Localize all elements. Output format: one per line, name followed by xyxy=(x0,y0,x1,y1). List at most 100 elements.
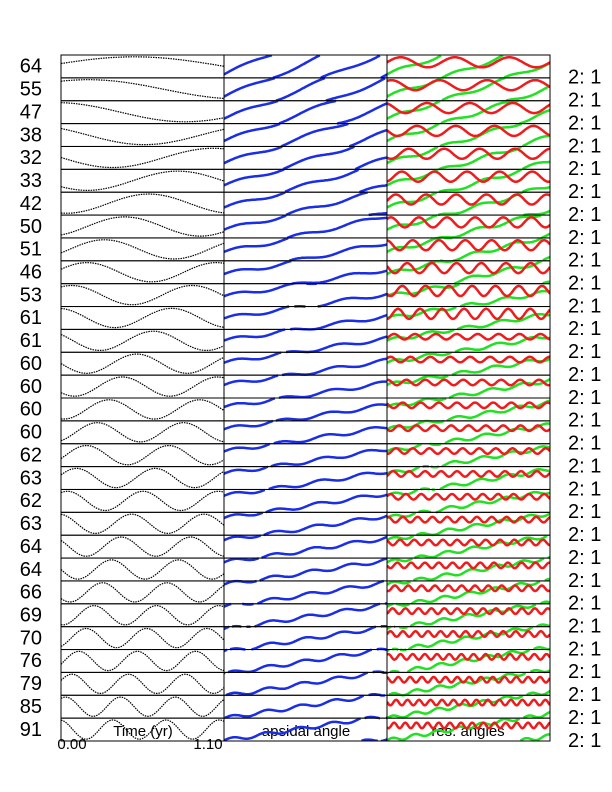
panel-frame xyxy=(60,260,225,285)
resonance-label: 2: 1 xyxy=(568,318,601,340)
angle-curve xyxy=(387,374,550,400)
panel-frame xyxy=(386,717,551,742)
angle-curve xyxy=(387,694,550,719)
angle-curve xyxy=(224,191,387,217)
orbit-curve xyxy=(61,147,224,169)
orbit-curve xyxy=(61,239,224,260)
resonant-curve xyxy=(387,538,550,547)
resonance-label: 2: 1 xyxy=(568,158,601,180)
resonance-label: 2: 1 xyxy=(568,67,601,89)
angle-curve xyxy=(224,168,387,194)
panel-frame xyxy=(60,351,225,376)
panel-frame xyxy=(60,466,225,490)
resonance-label: 2: 1 xyxy=(568,387,601,409)
angle-curve xyxy=(224,671,387,697)
angle-curve xyxy=(387,625,550,651)
panel-frame xyxy=(60,420,225,445)
resonance-label: 2: 1 xyxy=(568,478,601,500)
resonant-curve xyxy=(387,401,550,410)
resonance-label: 2: 1 xyxy=(568,730,601,752)
resonant-curve xyxy=(387,355,550,364)
row-label: 85 xyxy=(20,696,42,718)
resonant-curve xyxy=(387,652,550,661)
panel-frame xyxy=(60,443,225,468)
resonance-label: 2: 1 xyxy=(568,90,601,112)
resonant-curve xyxy=(387,193,550,206)
orbit-curve xyxy=(61,56,224,67)
row-label: 60 xyxy=(20,399,42,421)
resonant-curve xyxy=(387,561,550,570)
angle-curve xyxy=(224,55,387,79)
angle-curve xyxy=(387,580,550,605)
panel-frame xyxy=(60,77,225,102)
resonant-curve xyxy=(387,332,550,341)
row-label: 64 xyxy=(20,536,42,558)
row-label: 61 xyxy=(20,307,42,329)
angle-curve xyxy=(387,602,550,628)
row-label: 66 xyxy=(20,582,42,604)
orbit-curve xyxy=(61,445,224,466)
orbit-curve xyxy=(61,582,224,603)
resonant-curve xyxy=(387,447,550,456)
angle-curve xyxy=(387,465,550,491)
angle-curve xyxy=(387,442,550,468)
orbit-curve xyxy=(61,490,224,512)
row-label: 38 xyxy=(20,124,42,146)
panel-frame xyxy=(60,145,225,170)
angle-curve xyxy=(224,214,387,240)
panel-frame xyxy=(386,214,551,239)
angle-curve xyxy=(224,237,387,262)
column-title: apsidal angle xyxy=(262,723,350,740)
resonant-curve xyxy=(387,147,550,161)
row-label: 60 xyxy=(20,422,42,444)
orbit-curve xyxy=(61,467,224,489)
angle-curve xyxy=(387,328,550,354)
orbit-curve xyxy=(61,673,224,694)
resonance-label: 2: 1 xyxy=(568,593,601,615)
panel-frame xyxy=(60,626,225,651)
resonant-curve xyxy=(387,515,550,524)
resonant-curve xyxy=(387,378,550,387)
x-axis-title: Time (yr) xyxy=(113,723,172,740)
panel-frame xyxy=(60,649,225,673)
orbit-curve xyxy=(61,650,224,672)
angle-curve xyxy=(387,717,550,741)
angle-curve xyxy=(224,648,387,674)
orbit-curve xyxy=(61,376,224,397)
resonance-label: 2: 1 xyxy=(568,661,601,683)
row-label: 64 xyxy=(20,559,42,581)
resonant-curve xyxy=(387,284,550,298)
panel-frame xyxy=(223,168,388,193)
angle-curve xyxy=(224,419,387,445)
resonant-curve xyxy=(387,469,550,478)
row-label: 60 xyxy=(20,353,42,375)
angle-curve xyxy=(387,511,550,537)
resonant-curve xyxy=(387,698,550,707)
angle-curve xyxy=(224,99,387,125)
panel-frame xyxy=(60,100,225,125)
resonance-label: 2: 1 xyxy=(568,364,601,386)
row-label: 42 xyxy=(20,193,42,215)
resonant-curve xyxy=(387,307,550,321)
angle-curve xyxy=(224,145,387,171)
x-start-label: 0.00 xyxy=(57,736,86,753)
row-label: 33 xyxy=(20,170,42,192)
row-label: 62 xyxy=(20,444,42,466)
orbit-curve xyxy=(61,216,224,237)
resonant-curve xyxy=(387,216,550,229)
panel-frame xyxy=(60,397,225,422)
orbit-curve xyxy=(61,262,224,283)
resonant-curve xyxy=(387,101,550,115)
angle-curve xyxy=(224,694,387,720)
orbit-curve xyxy=(61,719,224,740)
orbit-curve xyxy=(61,102,224,123)
panel-frame xyxy=(223,306,388,330)
orbit-curve xyxy=(61,127,224,146)
panel-frame xyxy=(60,603,225,628)
angle-curve xyxy=(224,716,387,741)
resonance-label: 2: 1 xyxy=(568,501,601,523)
orbit-curve xyxy=(61,330,224,351)
panel-frame xyxy=(223,191,388,216)
angle-curve xyxy=(224,442,387,468)
